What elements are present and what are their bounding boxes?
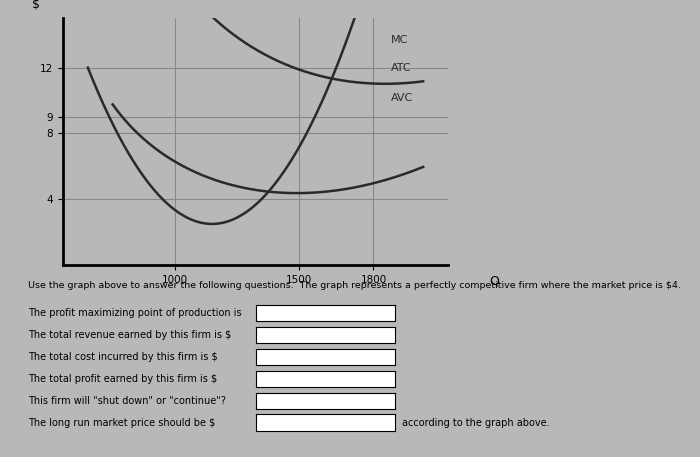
Text: ATC: ATC — [391, 63, 412, 73]
Text: The total profit earned by this firm is $: The total profit earned by this firm is … — [28, 374, 217, 384]
Text: The long run market price should be $: The long run market price should be $ — [28, 418, 216, 428]
Text: The total cost incurred by this firm is $: The total cost incurred by this firm is … — [28, 352, 218, 362]
Text: according to the graph above.: according to the graph above. — [402, 418, 550, 428]
Text: MC: MC — [391, 35, 408, 45]
Text: AVC: AVC — [391, 92, 413, 102]
Text: Q: Q — [489, 275, 499, 288]
Text: The total revenue earned by this firm is $: The total revenue earned by this firm is… — [28, 330, 231, 340]
Text: This firm will "shut down" or "continue"?: This firm will "shut down" or "continue"… — [28, 396, 226, 406]
Text: The profit maximizing point of production is: The profit maximizing point of productio… — [28, 308, 242, 318]
Text: Use the graph above to answer the following questions.  The graph represents a p: Use the graph above to answer the follow… — [28, 281, 681, 290]
Text: $: $ — [32, 0, 40, 11]
